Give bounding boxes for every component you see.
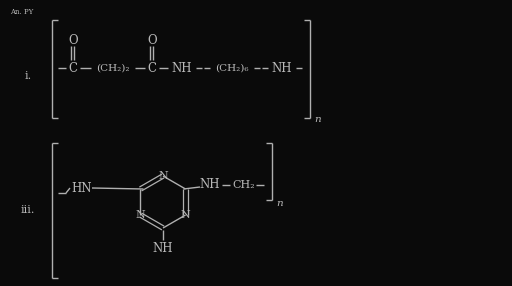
Text: (CH₂)₂: (CH₂)₂ <box>96 63 130 72</box>
Text: NH: NH <box>153 241 173 255</box>
Text: n: n <box>315 116 322 124</box>
Text: An. PY: An. PY <box>10 8 33 16</box>
Text: O: O <box>68 33 78 47</box>
Text: N: N <box>158 171 168 181</box>
Text: i.: i. <box>25 71 32 81</box>
Text: HN: HN <box>72 182 92 194</box>
Text: n: n <box>276 198 283 208</box>
Text: (CH₂)₆: (CH₂)₆ <box>215 63 249 72</box>
Text: N: N <box>136 210 145 220</box>
Text: C: C <box>69 61 77 74</box>
Text: NH: NH <box>272 61 292 74</box>
Text: O: O <box>147 33 157 47</box>
Text: N: N <box>181 210 190 220</box>
Text: C: C <box>147 61 157 74</box>
Text: NH: NH <box>172 61 192 74</box>
Text: iii.: iii. <box>21 205 35 215</box>
Text: NH: NH <box>200 178 220 192</box>
Text: CH₂: CH₂ <box>232 180 255 190</box>
